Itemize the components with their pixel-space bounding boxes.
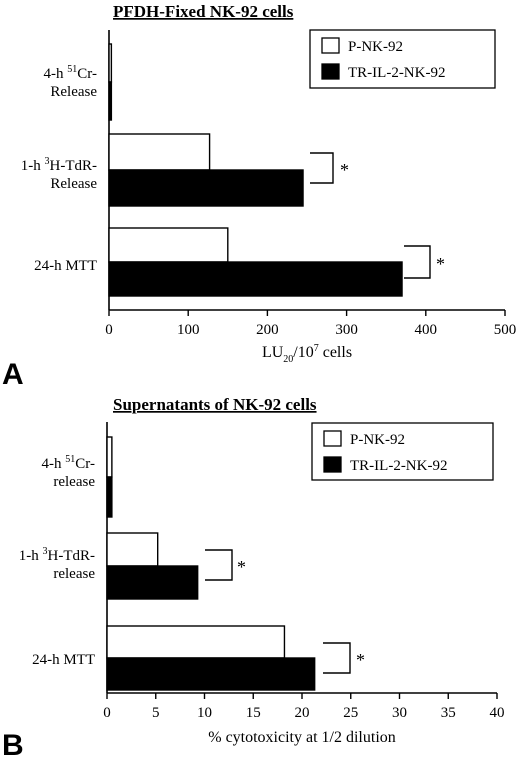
legend-label: P-NK-92 [348,39,403,55]
legend-box [309,29,496,89]
category-label: 1-h 3H-TdR- [19,546,95,564]
category-label: 24-h MTT [34,258,97,274]
legend-label: TR-IL-2-NK-92 [350,458,447,474]
x-tick-label: 5 [152,705,160,721]
x-tick-label: 25 [343,705,358,721]
category-label: 1-h 3H-TdR- [21,156,97,174]
bar-p-nk-92-1 [106,532,159,567]
chart-title: Supernatants of NK-92 cells [113,395,317,414]
legend-swatch [321,37,340,54]
x-tick-label: 35 [441,705,456,721]
x-tick-label: 20 [295,705,310,721]
x-tick-label: 40 [490,705,505,721]
legend-box [311,422,494,481]
x-tick-label: 0 [105,322,113,338]
x-axis-label: % cytotoxicity at 1/2 dilution [208,729,396,746]
panel-letter: B [2,729,24,760]
panel-b: Supernatants of NK-92 cells B 0 5 10 15 20 25 30… [2,395,505,760]
x-axis-label: LU20/107 cells [262,343,352,365]
category-label: 24-h MTT [32,652,95,668]
panel-a: PFDH-Fixed NK-92 cells A 0 100 200 300 400 500 4… [2,2,516,391]
x-tick-label: 200 [256,322,279,338]
legend-label: TR-IL-2-NK-92 [348,65,445,81]
significance-bracket [310,152,334,184]
x-tick-label: 500 [494,322,517,338]
bar-tr-il-2-nk-92-2 [108,261,403,297]
bar-tr-il-2-nk-92-1 [106,565,199,600]
significance-star: * [356,650,365,670]
significance-star: * [237,557,246,577]
category-label-line2: release [53,474,95,490]
category-label-line2: release [53,566,95,582]
x-tick-label: 400 [415,322,438,338]
bar-tr-il-2-nk-92-0 [108,81,113,121]
x-tick-label: 15 [246,705,261,721]
x-tick-label: 10 [197,705,212,721]
significance-bracket [205,549,233,581]
x-tick-label: 30 [392,705,407,721]
x-tick-label: 300 [335,322,358,338]
legend-swatch [321,63,340,80]
category-label: 4-h 51Cr- [44,64,97,82]
bar-p-nk-92-0 [106,436,113,478]
chart-title: PFDH-Fixed NK-92 cells [113,2,294,21]
bar-p-nk-92-2 [106,625,286,659]
panel-letter: A [2,358,24,391]
category-label-line2: Release [50,176,97,192]
bar-p-nk-92-2 [108,227,229,263]
significance-bracket [323,642,351,674]
legend-label: P-NK-92 [350,432,405,448]
bar-tr-il-2-nk-92-0 [106,476,113,518]
x-tick-label: 0 [103,705,111,721]
significance-star: * [340,160,349,180]
bar-p-nk-92-0 [108,43,113,83]
bar-p-nk-92-1 [108,133,211,171]
legend-swatch [323,456,342,473]
category-label-line2: Release [50,84,97,100]
x-tick-label: 100 [177,322,200,338]
bar-tr-il-2-nk-92-2 [106,657,316,691]
category-label: 4-h 51Cr- [42,454,95,472]
significance-star: * [436,254,445,274]
significance-bracket [404,245,431,279]
legend-swatch [323,430,342,447]
bar-tr-il-2-nk-92-1 [108,169,304,207]
